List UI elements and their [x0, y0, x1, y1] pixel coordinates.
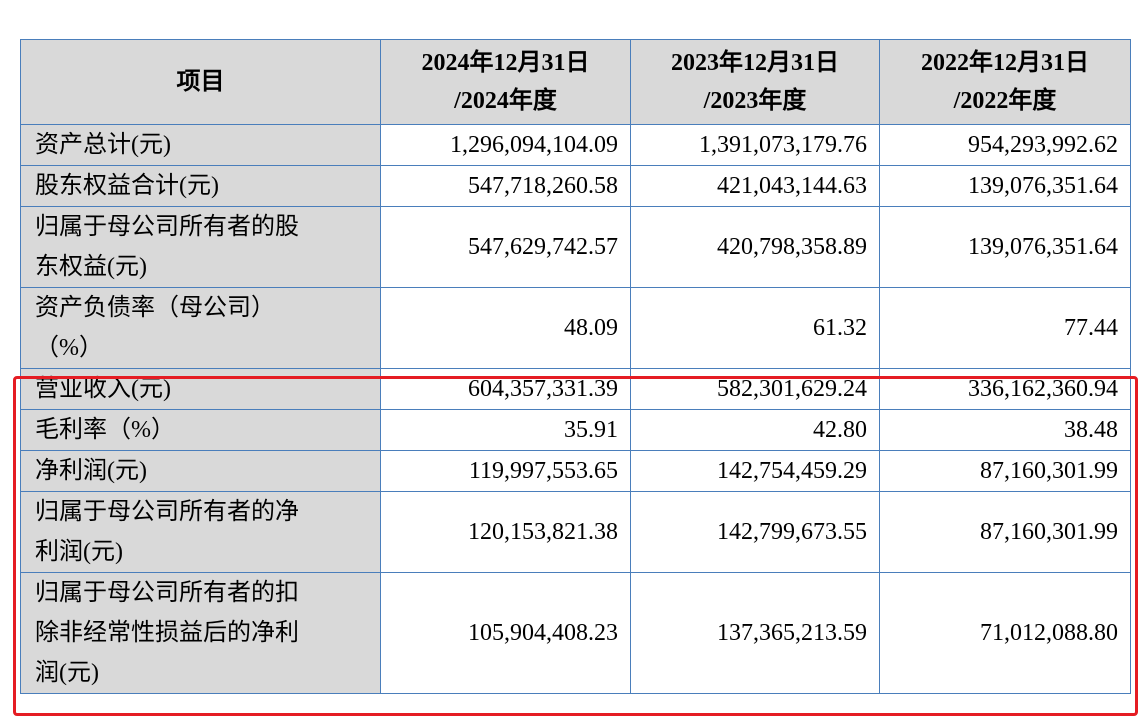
value-cell-2023: 142,799,673.55 [630, 491, 880, 573]
row-label: 净利润(元) [20, 450, 381, 492]
row-label-line: 归属于母公司所有者的股 [35, 214, 299, 240]
table-row: 归属于母公司所有者的扣 除非经常性损益后的净利 润(元) 105,904,408.23… [20, 572, 1131, 694]
value-cell-2023: 420,798,358.89 [630, 206, 880, 288]
row-label-line: 毛利率（%） [35, 417, 175, 443]
value-cell-2024: 119,997,553.65 [380, 450, 631, 492]
row-label: 归属于母公司所有者的净 利润(元) [20, 491, 381, 573]
value-cell-2022: 139,076,351.64 [879, 206, 1131, 288]
value-cell-2022: 336,162,360.94 [879, 368, 1131, 410]
row-label-line: 资产负债率（母公司） [35, 295, 275, 321]
header-2024: 2024年12月31日 /2024年度 [380, 39, 631, 125]
header-2023: 2023年12月31日 /2023年度 [630, 39, 880, 125]
value-cell-2024: 35.91 [380, 409, 631, 451]
header-2024-line2: /2024年度 [454, 88, 557, 114]
header-2022: 2022年12月31日 /2022年度 [879, 39, 1131, 125]
table-row: 净利润(元) 119,997,553.65 142,754,459.29 87,160… [20, 450, 1131, 492]
row-label-line: 营业收入(元) [35, 376, 171, 402]
value-cell-2023: 582,301,629.24 [630, 368, 880, 410]
row-label-line: 利润(元) [35, 539, 123, 565]
row-label-line: 资产总计(元) [35, 132, 171, 158]
value-cell-2023: 1,391,073,179.76 [630, 124, 880, 166]
row-label: 股东权益合计(元) [20, 165, 381, 207]
table-row: 归属于母公司所有者的净 利润(元) 120,153,821.38 142,799,67… [20, 491, 1131, 573]
value-cell-2024: 1,296,094,104.09 [380, 124, 631, 166]
financial-table: 项目 2024年12月31日 /2024年度 2023年12月31日 /2023… [20, 39, 1131, 694]
value-cell-2022: 71,012,088.80 [879, 572, 1131, 694]
value-cell-2024: 120,153,821.38 [380, 491, 631, 573]
value-cell-2022: 38.48 [879, 409, 1131, 451]
value-cell-2023: 61.32 [630, 287, 880, 369]
row-label: 资产总计(元) [20, 124, 381, 166]
row-label: 资产负债率（母公司） （%） [20, 287, 381, 369]
table-header-row: 项目 2024年12月31日 /2024年度 2023年12月31日 /2023… [20, 39, 1131, 125]
value-cell-2023: 137,365,213.59 [630, 572, 880, 694]
row-label: 归属于母公司所有者的股 东权益(元) [20, 206, 381, 288]
table-row: 股东权益合计(元) 547,718,260.58 421,043,144.63 139… [20, 165, 1131, 207]
value-cell-2023: 142,754,459.29 [630, 450, 880, 492]
row-label-line: 股东权益合计(元) [35, 173, 219, 199]
table-row: 毛利率（%） 35.91 42.80 38.48 [20, 409, 1131, 451]
value-cell-2024: 604,357,331.39 [380, 368, 631, 410]
header-2022-line1: 2022年12月31日 [921, 50, 1089, 76]
header-2023-line2: /2023年度 [703, 88, 807, 114]
row-label-line: （%） [35, 335, 103, 361]
value-cell-2022: 139,076,351.64 [879, 165, 1131, 207]
value-cell-2022: 954,293,992.62 [879, 124, 1131, 166]
value-cell-2023: 421,043,144.63 [630, 165, 880, 207]
row-label-line: 除非经常性损益后的净利 [35, 620, 299, 646]
value-cell-2024: 48.09 [380, 287, 631, 369]
header-2024-line1: 2024年12月31日 [421, 50, 590, 76]
header-item: 项目 [20, 39, 381, 125]
value-cell-2024: 547,629,742.57 [380, 206, 631, 288]
table-body: 资产总计(元) 1,296,094,104.09 1,391,073,179.76 9… [20, 124, 1131, 694]
row-label-line: 净利润(元) [35, 458, 147, 484]
table-row: 资产总计(元) 1,296,094,104.09 1,391,073,179.76 9… [20, 124, 1131, 166]
row-label-line: 归属于母公司所有者的扣 [35, 580, 299, 606]
value-cell-2022: 87,160,301.99 [879, 450, 1131, 492]
row-label-line: 东权益(元) [35, 254, 147, 280]
table-row: 资产负债率（母公司） （%） 48.09 61.32 77.44 [20, 287, 1131, 369]
table-row: 营业收入(元) 604,357,331.39 582,301,629.24 336,1… [20, 368, 1131, 410]
row-label: 毛利率（%） [20, 409, 381, 451]
row-label-line: 归属于母公司所有者的净 [35, 499, 299, 525]
value-cell-2024: 105,904,408.23 [380, 572, 631, 694]
value-cell-2022: 77.44 [879, 287, 1131, 369]
value-cell-2023: 42.80 [630, 409, 880, 451]
value-cell-2022: 87,160,301.99 [879, 491, 1131, 573]
header-2023-line1: 2023年12月31日 [671, 50, 839, 76]
table-row: 归属于母公司所有者的股 东权益(元) 547,629,742.57 420,798,3… [20, 206, 1131, 288]
row-label-line: 润(元) [35, 660, 99, 686]
value-cell-2024: 547,718,260.58 [380, 165, 631, 207]
row-label: 归属于母公司所有者的扣 除非经常性损益后的净利 润(元) [20, 572, 381, 694]
row-label: 营业收入(元) [20, 368, 381, 410]
header-2022-line2: /2022年度 [953, 88, 1057, 114]
